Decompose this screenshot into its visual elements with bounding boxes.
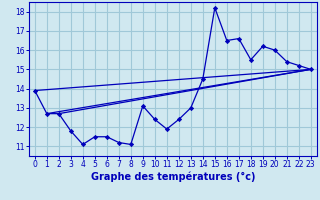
X-axis label: Graphe des températures (°c): Graphe des températures (°c) (91, 172, 255, 182)
